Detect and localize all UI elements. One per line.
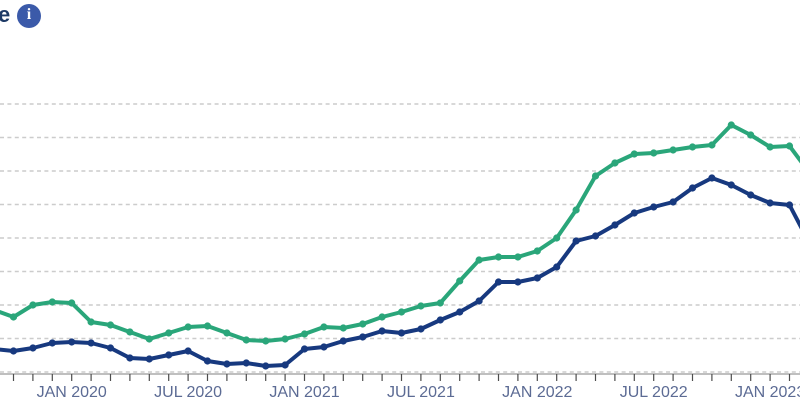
series-navy-point[interactable] — [766, 199, 774, 207]
series-green-point[interactable] — [242, 336, 250, 344]
series-green-point[interactable] — [611, 159, 619, 167]
series-navy-point[interactable] — [126, 354, 134, 362]
series-navy-point[interactable] — [436, 316, 444, 324]
series-navy-point[interactable] — [68, 338, 76, 346]
series-navy-point[interactable] — [106, 344, 115, 352]
info-icon[interactable]: i — [17, 4, 41, 28]
series-navy-point[interactable] — [572, 237, 580, 245]
series-navy-point[interactable] — [9, 347, 18, 355]
series-navy-point[interactable] — [630, 209, 638, 217]
series-green-point[interactable] — [165, 329, 173, 337]
series-green-point[interactable] — [688, 143, 697, 151]
series-navy-point[interactable] — [320, 343, 328, 351]
series-navy-point[interactable] — [669, 198, 677, 206]
series-green-point[interactable] — [339, 324, 347, 332]
series-green-point[interactable] — [650, 149, 658, 157]
info-icon-glyph: i — [26, 6, 32, 23]
axis-tick-label: JUL 2021 — [387, 384, 455, 401]
series-navy-point[interactable] — [242, 359, 250, 367]
series-green-point[interactable] — [475, 256, 483, 264]
series-navy-point[interactable] — [339, 337, 347, 345]
series-navy-point[interactable] — [48, 339, 56, 347]
series-navy-point[interactable] — [553, 263, 561, 271]
series-green-point[interactable] — [359, 320, 367, 328]
series-green-point[interactable] — [145, 335, 153, 343]
page-title-fragment: e — [0, 2, 11, 27]
series-navy-point[interactable] — [359, 333, 367, 341]
series-green-line — [0, 123, 800, 343]
series-navy-point[interactable] — [494, 278, 503, 286]
series-navy-point[interactable] — [591, 232, 600, 240]
series-green-point[interactable] — [378, 313, 386, 321]
series-green-point[interactable] — [281, 335, 289, 343]
series-green-point[interactable] — [29, 301, 37, 309]
series-green-point[interactable] — [9, 313, 18, 321]
axis-tick-label: JAN 2021 — [269, 384, 339, 401]
series-navy-point[interactable] — [223, 360, 231, 368]
series-green-point[interactable] — [572, 206, 580, 214]
series-navy-point[interactable] — [87, 339, 95, 347]
series-navy-point[interactable] — [688, 184, 697, 192]
series-navy-point[interactable] — [300, 345, 309, 353]
series-green-point[interactable] — [203, 322, 212, 330]
series-green-point[interactable] — [591, 172, 600, 180]
series-navy-point[interactable] — [650, 203, 658, 211]
series-navy-point[interactable] — [165, 351, 173, 359]
series-green-point[interactable] — [68, 299, 76, 307]
series-green-point[interactable] — [126, 328, 134, 336]
axis-tick-label: JAN 2020 — [37, 384, 107, 401]
series-navy-point[interactable] — [281, 361, 289, 369]
series-green-point[interactable] — [436, 299, 444, 307]
series-green-point[interactable] — [48, 298, 56, 306]
series-green-point[interactable] — [766, 143, 774, 151]
series-green-point[interactable] — [747, 131, 755, 139]
series-navy-point[interactable] — [145, 355, 153, 363]
series-green-point[interactable] — [184, 323, 192, 331]
series-green-point[interactable] — [320, 323, 328, 331]
series-navy-point[interactable] — [397, 329, 406, 337]
axis-tick-label: JAN 2022 — [502, 384, 572, 401]
series-navy-point[interactable] — [378, 327, 386, 335]
series-green-point[interactable] — [553, 234, 561, 242]
series-green-point[interactable] — [494, 253, 503, 261]
series-green-point[interactable] — [223, 329, 231, 337]
series-green-point[interactable] — [87, 318, 95, 326]
series-navy-point[interactable] — [456, 308, 464, 316]
series-green-point[interactable] — [708, 141, 716, 149]
series-navy-point[interactable] — [727, 181, 735, 189]
series-green-point[interactable] — [456, 277, 464, 285]
series-navy-point[interactable] — [184, 347, 192, 355]
series-navy-point[interactable] — [29, 344, 37, 352]
series-green-point[interactable] — [785, 142, 794, 150]
axis-tick-label: JUL 2022 — [620, 384, 688, 401]
series-navy-point[interactable] — [475, 297, 483, 305]
series-navy-point[interactable] — [203, 357, 212, 365]
series-navy-point[interactable] — [708, 174, 716, 182]
series-navy-point[interactable] — [785, 201, 794, 209]
series-green-point[interactable] — [300, 330, 309, 338]
series-navy-point[interactable] — [533, 274, 541, 282]
series-navy-point[interactable] — [747, 191, 755, 199]
axis-tick-label: JUL 2020 — [154, 384, 222, 401]
series-navy-point[interactable] — [262, 362, 270, 370]
series-green-point[interactable] — [630, 150, 638, 158]
axis-tick-label: JAN 2023 — [735, 384, 800, 401]
series-green-point[interactable] — [669, 146, 677, 154]
series-green-point[interactable] — [106, 321, 115, 329]
series-green-point[interactable] — [727, 121, 735, 129]
series-navy-point[interactable] — [417, 325, 425, 333]
series-green-point[interactable] — [397, 308, 406, 316]
series-green-point[interactable] — [262, 337, 270, 345]
series-green-point[interactable] — [533, 247, 541, 255]
series-green-point[interactable] — [514, 253, 522, 261]
series-navy-point[interactable] — [514, 278, 522, 286]
series-green-point[interactable] — [417, 302, 425, 310]
series-navy-point[interactable] — [611, 221, 619, 229]
